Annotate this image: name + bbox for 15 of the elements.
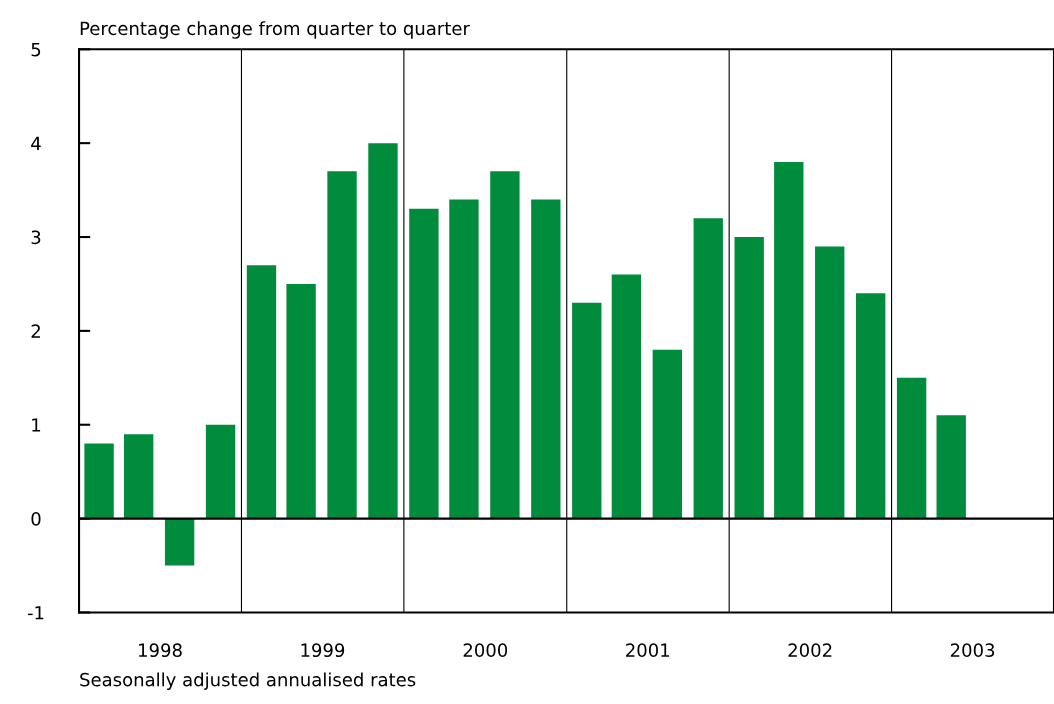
y-axis-title: Percentage change from quarter to quarter	[80, 21, 470, 39]
text: Seasonally adjusted annualised rates	[80, 672, 416, 690]
y-tick-label: 0	[31, 512, 41, 526]
x-tick-label: 2001	[626, 643, 670, 658]
y-tick-label: 4	[31, 136, 41, 151]
x-tick-label: 1999	[301, 643, 345, 658]
x-tick-label: 1998	[139, 643, 182, 658]
x-tick-label: 2003	[950, 643, 995, 658]
x-tick-label: 2000	[463, 643, 508, 658]
y-tick-label: 1	[32, 418, 41, 432]
y-tick-label: 2	[31, 324, 40, 338]
x-tick-label: 2002	[788, 643, 832, 658]
y-tick-label: 3	[31, 230, 41, 245]
y-tick-label: 5	[31, 42, 41, 57]
y-tick-label: -1	[27, 606, 44, 620]
